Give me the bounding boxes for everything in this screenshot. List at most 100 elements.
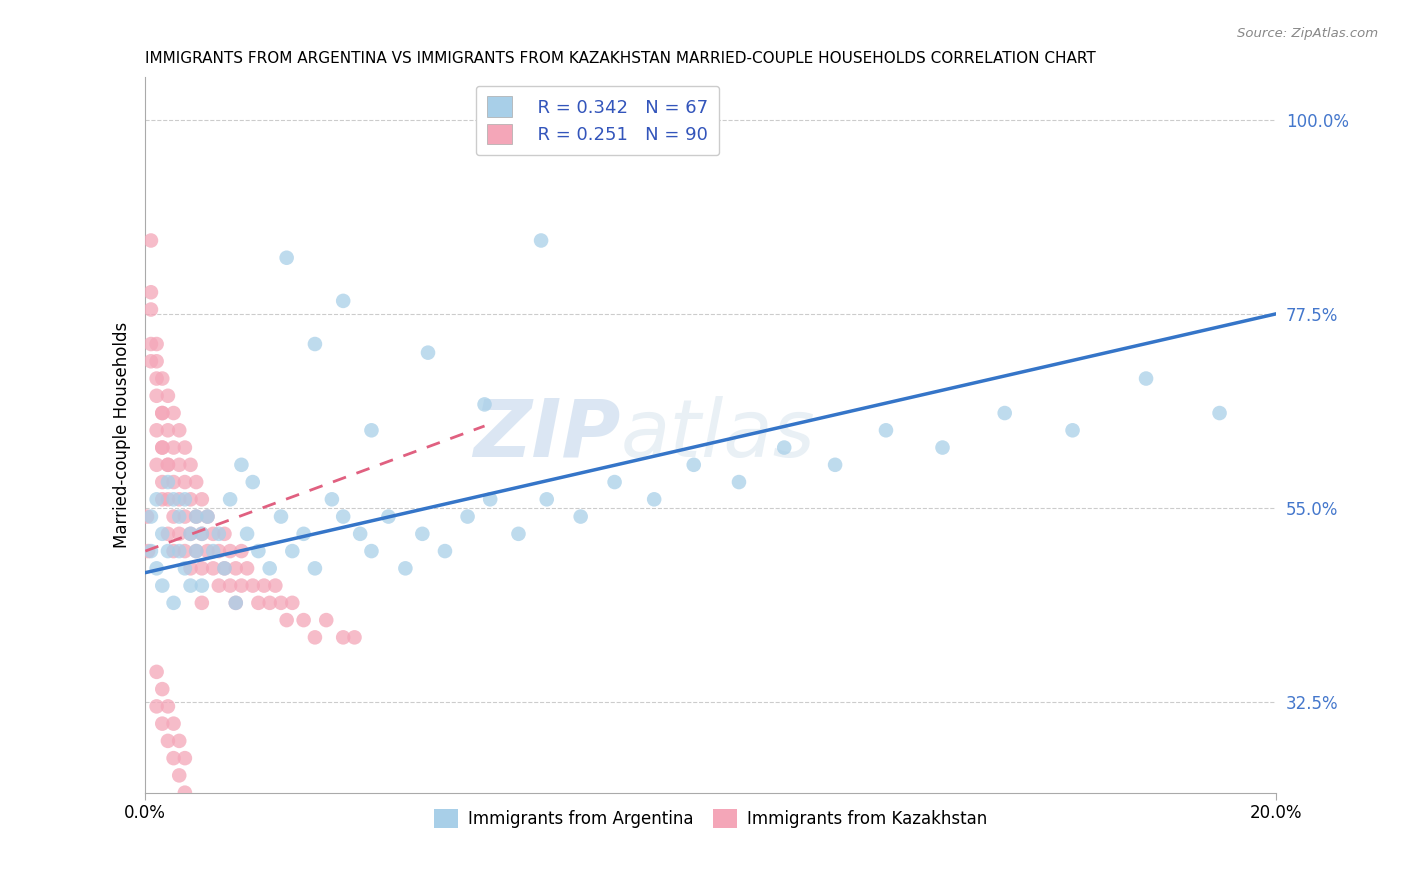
Point <box>173 786 195 800</box>
Point <box>173 561 195 575</box>
Point <box>332 293 354 308</box>
Point <box>332 631 354 645</box>
Point <box>145 561 167 575</box>
Point <box>167 526 190 541</box>
Point <box>186 544 208 558</box>
Point <box>219 544 242 558</box>
Point <box>236 526 259 541</box>
Point <box>457 509 479 524</box>
Point <box>264 578 287 592</box>
Point <box>150 441 173 455</box>
Point <box>191 492 214 507</box>
Point <box>145 699 167 714</box>
Point <box>304 561 326 575</box>
Point <box>150 526 173 541</box>
Point <box>186 509 208 524</box>
Text: IMMIGRANTS FROM ARGENTINA VS IMMIGRANTS FROM KAZAKHSTAN MARRIED-COUPLE HOUSEHOLD: IMMIGRANTS FROM ARGENTINA VS IMMIGRANTS … <box>145 51 1097 66</box>
Point <box>728 475 751 489</box>
Point <box>1135 371 1157 385</box>
Point <box>394 561 416 575</box>
Point <box>304 631 326 645</box>
Point <box>225 561 247 575</box>
Text: Source: ZipAtlas.com: Source: ZipAtlas.com <box>1237 27 1378 40</box>
Point <box>343 631 366 645</box>
Point <box>186 544 208 558</box>
Point <box>197 509 219 524</box>
Point <box>150 371 173 385</box>
Point <box>479 492 502 507</box>
Point <box>162 475 184 489</box>
Point <box>150 406 173 420</box>
Point <box>208 544 231 558</box>
Point <box>145 389 167 403</box>
Point <box>360 423 382 437</box>
Point <box>197 509 219 524</box>
Point <box>219 578 242 592</box>
Point <box>603 475 626 489</box>
Point <box>156 734 179 748</box>
Point <box>191 578 214 592</box>
Point <box>145 371 167 385</box>
Point <box>145 458 167 472</box>
Point <box>139 302 162 317</box>
Point <box>180 526 202 541</box>
Point <box>643 492 665 507</box>
Point <box>824 458 846 472</box>
Point <box>145 354 167 368</box>
Point <box>416 345 439 359</box>
Point <box>150 475 173 489</box>
Point <box>186 509 208 524</box>
Point <box>315 613 337 627</box>
Point <box>162 751 184 765</box>
Point <box>214 561 236 575</box>
Point <box>156 699 179 714</box>
Point <box>167 509 190 524</box>
Point <box>162 406 184 420</box>
Y-axis label: Married-couple Households: Married-couple Households <box>114 321 131 548</box>
Point <box>167 423 190 437</box>
Point <box>139 285 162 300</box>
Point <box>242 475 264 489</box>
Point <box>167 768 190 782</box>
Point <box>167 544 190 558</box>
Point <box>180 526 202 541</box>
Point <box>202 561 225 575</box>
Point <box>1062 423 1084 437</box>
Point <box>433 544 456 558</box>
Point <box>1208 406 1230 420</box>
Point <box>186 475 208 489</box>
Point <box>156 458 179 472</box>
Point <box>139 337 162 351</box>
Point <box>530 234 553 248</box>
Point <box>139 544 162 558</box>
Legend: Immigrants from Argentina, Immigrants from Kazakhstan: Immigrants from Argentina, Immigrants fr… <box>427 802 994 834</box>
Point <box>214 561 236 575</box>
Point <box>162 441 184 455</box>
Point <box>191 526 214 541</box>
Point <box>332 509 354 524</box>
Point <box>191 596 214 610</box>
Point <box>167 492 190 507</box>
Point <box>377 509 399 524</box>
Point <box>682 458 704 472</box>
Point <box>173 475 195 489</box>
Point <box>231 458 253 472</box>
Point <box>191 561 214 575</box>
Point <box>145 337 167 351</box>
Point <box>219 492 242 507</box>
Point <box>173 509 195 524</box>
Point <box>253 578 276 592</box>
Point <box>259 561 281 575</box>
Point <box>136 544 159 558</box>
Point <box>145 492 167 507</box>
Point <box>202 526 225 541</box>
Point <box>145 423 167 437</box>
Point <box>411 526 433 541</box>
Point <box>162 596 184 610</box>
Point <box>292 613 315 627</box>
Point <box>150 492 173 507</box>
Point <box>156 389 179 403</box>
Point <box>162 492 184 507</box>
Point <box>270 509 292 524</box>
Point <box>180 458 202 472</box>
